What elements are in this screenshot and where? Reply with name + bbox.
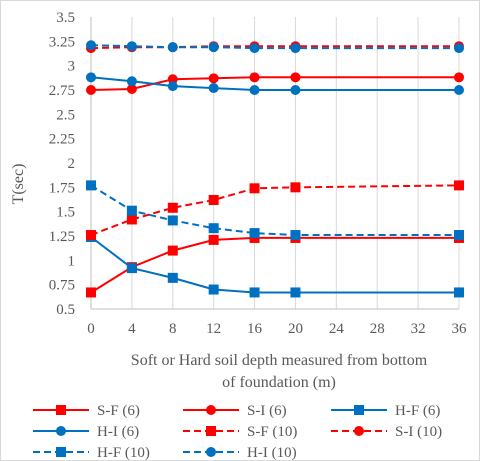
data-point-marker [167,42,178,53]
data-point-marker [126,263,137,274]
legend-marker [56,426,66,436]
x-tick-label: 4 [128,321,136,337]
series-line [90,76,459,91]
data-point-marker [167,81,178,92]
y-tick-label: 2 [68,156,76,172]
x-tick-label: 0 [87,321,95,337]
x-tick-label: 32 [411,321,426,337]
data-point-marker [208,42,219,53]
data-point-marker [126,214,137,225]
data-point-marker [249,85,260,95]
data-point-marker [290,230,301,241]
y-tick-label: 3.5 [56,10,75,26]
legend-label: S-I (6) [247,403,287,419]
x-tick-label: 16 [247,321,263,337]
legend-label: S-F (6) [97,403,140,419]
data-point-marker [167,245,178,256]
data-point-marker [126,76,137,87]
data-point-marker [126,205,137,216]
data-point-marker [167,202,178,213]
legend-label: S-I (10) [395,424,442,440]
x-tick-label: 20 [288,321,303,337]
gridlines [90,17,460,309]
legend-marker [206,447,216,457]
legend-marker [206,426,216,436]
legend-marker [354,426,364,436]
series-lines [86,40,464,298]
data-point-marker [249,72,260,83]
x-tick-label: 36 [452,321,468,337]
data-point-marker [454,230,464,241]
axis-labels: T(sec) Soft or Hard soil depth measured … [10,164,428,391]
data-point-marker [454,72,464,83]
y-axis-label: T(sec) [10,164,27,205]
y-tick-label: 3.25 [49,34,75,50]
legend-marker [56,447,66,457]
data-point-marker [290,287,301,298]
legend-label: S-F (10) [247,424,297,440]
data-point-marker [208,194,219,205]
y-tick-label: 1.75 [49,180,75,196]
legend-label: H-F (6) [395,403,440,419]
data-point-marker [208,83,219,94]
y-tick-label: 0.5 [56,302,75,318]
data-point-marker [290,85,301,95]
data-point-marker [454,180,464,191]
data-point-marker [86,180,96,191]
data-point-marker [454,43,464,54]
data-point-marker [249,43,260,54]
y-tick-label: 0.75 [49,278,75,294]
data-point-marker [86,40,96,51]
series-line [90,184,460,236]
data-point-marker [86,85,96,95]
series-line [90,236,459,294]
y-tick-label: 2.5 [56,107,75,123]
x-axis-label-line-2: of foundation (m) [222,374,336,391]
y-tick-label: 2.75 [49,83,75,99]
data-point-marker [249,287,260,298]
axes: 0.5 0.75 1 1.25 1.5 1.75 2 2.25 2.5 2.75 3 3.25 3.5 0… [49,10,467,337]
legend-label: H-I (10) [247,445,297,460]
legend-marker [206,405,216,415]
x-tick-label: 28 [370,321,385,337]
y-tick-label: 1.5 [56,205,75,221]
data-point-marker [208,223,219,234]
x-tick-label: 8 [169,321,177,337]
data-point-marker [290,182,301,193]
data-point-marker [454,85,464,95]
data-point-marker [290,43,301,54]
data-point-marker [86,230,96,241]
data-point-marker [454,287,464,298]
data-point-marker [208,73,219,84]
y-tick-label: 2.25 [49,132,75,148]
data-point-marker [208,234,219,245]
data-point-marker [290,72,301,83]
data-point-marker [249,183,260,194]
data-point-marker [208,284,219,295]
x-axis-label-line-1: Soft or Hard soil depth measured from bo… [131,352,428,369]
data-point-marker [86,72,96,83]
legend: S-F (6) S-I (6) H-F (6) H-I (6) S-F (10) S-I … [33,403,442,460]
legend-label: H-I (6) [97,424,139,440]
x-tick-label: 24 [329,321,345,337]
series-line [90,184,459,236]
y-tick-label: 3 [68,59,76,75]
data-point-marker [86,287,96,298]
data-point-marker [167,272,178,283]
legend-label: H-F (10) [97,445,150,460]
data-point-marker [126,84,137,95]
y-tick-label: 1.25 [49,229,75,245]
data-point-marker [126,41,137,52]
data-point-marker [249,228,260,239]
x-tick-label: 12 [206,321,221,337]
legend-marker [354,405,364,415]
data-point-marker [167,215,178,226]
series-line [90,236,459,294]
legend-marker [56,405,66,415]
y-tick-label: 1 [68,253,76,269]
